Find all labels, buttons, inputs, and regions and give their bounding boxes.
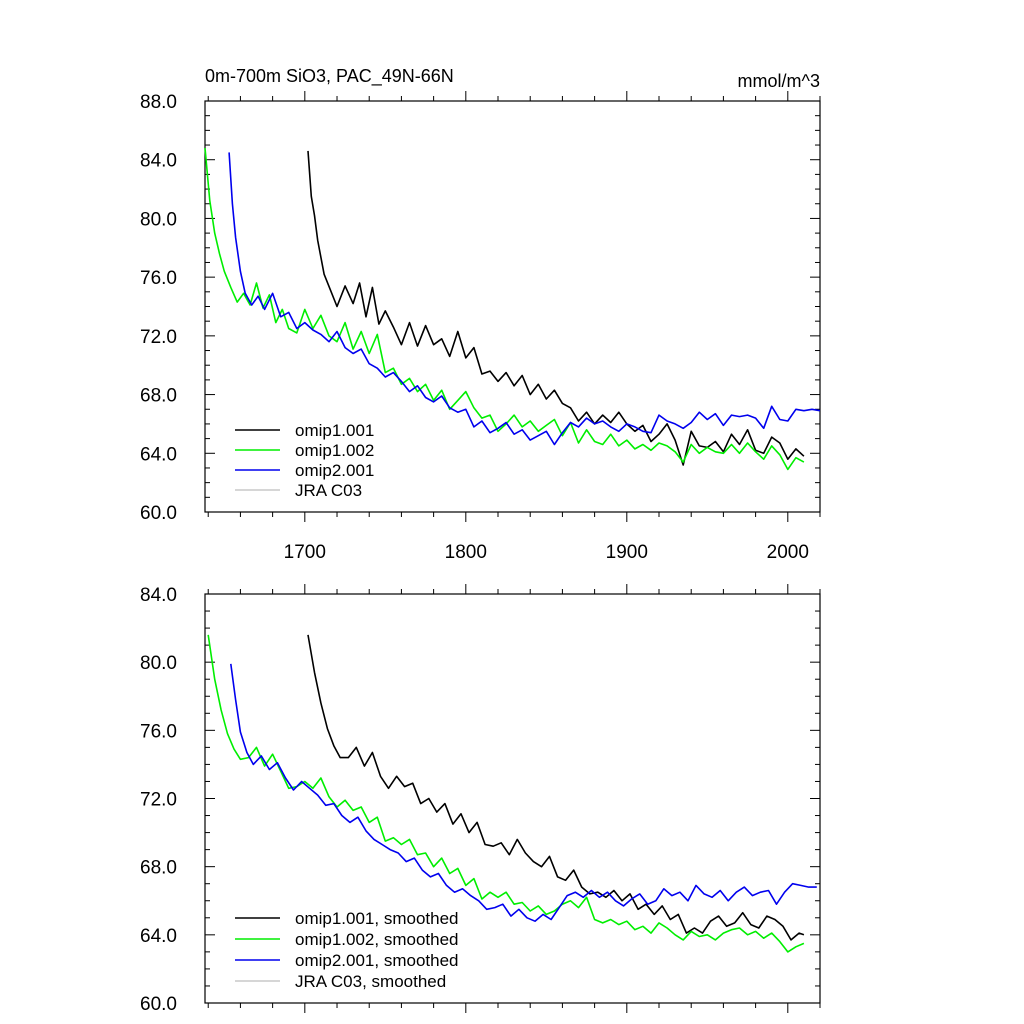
y-tick-label: 84.0 <box>140 151 177 172</box>
chart-title: 0m-700m SiO3, PAC_49N-66N <box>205 66 454 87</box>
series-line-omip2-001-smoothed <box>230 663 817 923</box>
legend-label: JRA C03 <box>295 481 362 500</box>
x-tick-label: 2000 <box>767 542 809 563</box>
legend-label: omip2.001, smoothed <box>295 951 459 970</box>
top-panel: 60.0 64.0 68.0 72.0 76.0 80.0 84.0 88.0 1700 1800… <box>140 91 821 563</box>
series-line-omip1-001 <box>307 150 805 466</box>
y-tick-label: 60.0 <box>140 503 177 524</box>
legend-label: omip1.002 <box>295 441 374 460</box>
legend-label: omip1.001 <box>295 421 374 440</box>
y-tick-label: 76.0 <box>140 721 177 742</box>
y-tick-label: 64.0 <box>140 926 177 947</box>
y-tick-label: 88.0 <box>140 92 177 113</box>
y-tick-label: 80.0 <box>140 653 177 674</box>
legend-label: omip1.001, smoothed <box>295 909 459 928</box>
series-line-omip1-002 <box>204 147 805 471</box>
y-tick-label: 80.0 <box>140 209 177 230</box>
y-tick-label: 68.0 <box>140 858 177 879</box>
bottom-panel: 60.0 64.0 68.0 72.0 76.0 80.0 84.0 omip1.001, s… <box>140 584 821 1015</box>
x-tick-label: 1800 <box>445 542 487 563</box>
legend-label: omip2.001 <box>295 461 374 480</box>
y-tick-label: 76.0 <box>140 268 177 289</box>
legend-label: JRA C03, smoothed <box>295 972 446 991</box>
series-line-omip1-002-smoothed <box>207 634 805 953</box>
y-tick-label: 72.0 <box>140 790 177 811</box>
x-tick-label: 1900 <box>606 542 648 563</box>
series-line-omip1-001-smoothed <box>307 634 805 941</box>
units-label: mmol/m^3 <box>738 71 820 91</box>
y-tick-label: 72.0 <box>140 327 177 348</box>
y-tick-label: 84.0 <box>140 585 177 606</box>
y-tick-label: 64.0 <box>140 444 177 465</box>
legend-label: omip1.002, smoothed <box>295 930 459 949</box>
y-tick-label: 60.0 <box>140 994 177 1015</box>
x-tick-label: 1700 <box>284 542 326 563</box>
y-tick-label: 68.0 <box>140 386 177 407</box>
series-line-omip2-001 <box>228 152 821 446</box>
